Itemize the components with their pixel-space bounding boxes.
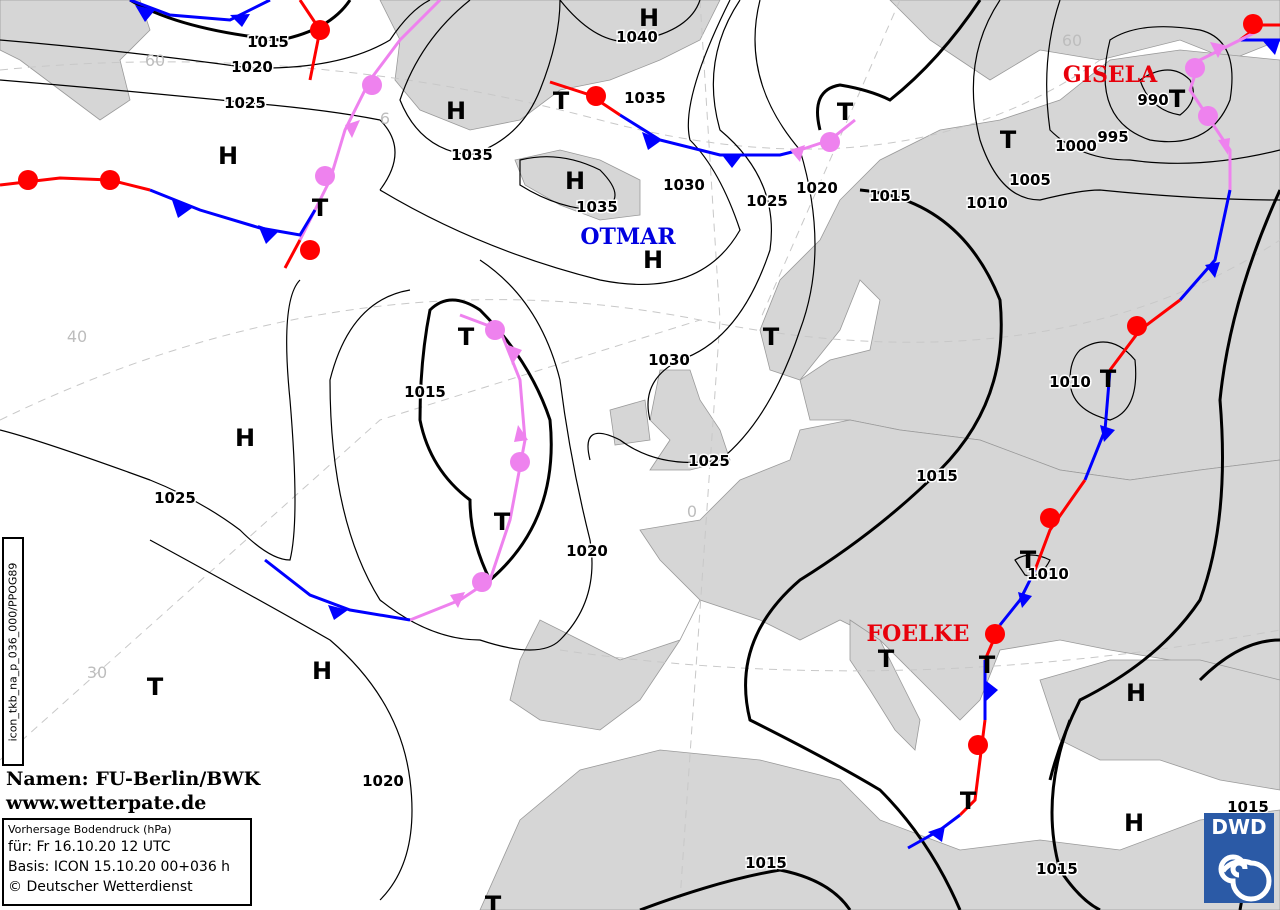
isobar-label: 1000: [1055, 137, 1097, 155]
website-link[interactable]: www.wetterpate.de: [6, 792, 207, 814]
product-code-box: icon_tkb_na_p_036_000/PPOG89: [2, 537, 24, 766]
front-symbols: [18, 5, 1280, 842]
continental-europe: [509, 419, 1280, 731]
info-base-run: Basis: ICON 15.10.20 00+036 h: [8, 859, 231, 875]
isobar-label: 1035: [624, 89, 666, 107]
isobar-label: 1015: [247, 33, 289, 51]
north-africa: [479, 749, 1280, 910]
low-pressure-marker: T: [960, 787, 977, 815]
high-pressure-marker: H: [218, 142, 238, 170]
forecast-info-box: Vorhersage Bodendruck (hPa) für: Fr 16.1…: [2, 818, 252, 906]
dwd-logo: DWD: [1204, 813, 1274, 903]
product-code: icon_tkb_na_p_036_000/PPOG89: [6, 562, 20, 741]
isobar-label: 1020: [566, 542, 608, 560]
isobar-label: 1025: [154, 489, 196, 507]
high-pressure-marker: H: [235, 424, 255, 452]
high-name-otmar: OTMAR: [580, 224, 676, 250]
grid-label: 0: [687, 502, 697, 521]
isobar-label: 1020: [796, 179, 838, 197]
low-pressure-marker: T: [1000, 126, 1017, 154]
grid-label: 60: [1062, 31, 1082, 50]
high-pressure-marker: H: [565, 167, 585, 195]
dwd-logo-text: DWD: [1211, 815, 1267, 839]
isobar-label: 1020: [362, 772, 404, 790]
low-name-gisela: GISELA: [1063, 62, 1158, 88]
isobar-label: 990: [1137, 91, 1168, 109]
isobar-label: 1010: [1049, 373, 1091, 391]
low-pressure-marker: T: [763, 323, 780, 351]
isobar-label: 1015: [745, 854, 787, 872]
isobar-label: 1030: [648, 351, 690, 369]
isobar-label: 1020: [231, 58, 273, 76]
isobar-label: 1015: [916, 467, 958, 485]
grid-label: 6: [380, 109, 390, 128]
high-pressure-marker: H: [312, 657, 332, 685]
low-pressure-marker: T: [837, 98, 854, 126]
pressure-centers: H H H H H H H H H T T T T T T T T T T T T T T T: [147, 4, 1186, 910]
greenland-west: [0, 0, 151, 121]
isobar-label: 1010: [966, 194, 1008, 212]
italy: [849, 619, 921, 751]
isobar-label: 1025: [224, 94, 266, 112]
turkey-middle-east: [1039, 659, 1280, 791]
isobar-label: 1015: [869, 187, 911, 205]
low-pressure-marker: T: [1100, 365, 1117, 393]
iceland: [514, 149, 641, 221]
grid-label: 30: [87, 663, 107, 682]
high-pressure-marker: H: [643, 246, 663, 274]
info-valid-time: für: Fr 16.10.20 12 UTC: [8, 839, 171, 855]
grid-labels: 60 6 40 30 0 60: [67, 31, 1082, 682]
low-pressure-marker: T: [1169, 85, 1186, 113]
high-pressure-marker: H: [1124, 809, 1144, 837]
low-pressure-marker: T: [494, 508, 511, 536]
isobar-label: 1035: [576, 198, 618, 216]
grid-label: 60: [145, 51, 165, 70]
info-copyright: © Deutscher Wetterdienst: [8, 879, 193, 895]
low-pressure-marker: T: [485, 891, 502, 910]
isobar-label: 1025: [688, 452, 730, 470]
isobar-label: 1015: [404, 383, 446, 401]
high-pressure-marker: H: [1126, 679, 1146, 707]
names-credit: Namen: FU-Berlin/BWK: [6, 768, 261, 790]
low-name-foelke: FOELKE: [867, 621, 970, 647]
dwd-spiral-icon: [1218, 854, 1272, 902]
fronts: [0, 0, 1280, 850]
low-pressure-marker: T: [553, 87, 570, 115]
greenland-east: [379, 0, 721, 131]
isobar-label: 1030: [663, 176, 705, 194]
low-pressure-marker: T: [458, 323, 475, 351]
isobar-label: 1040: [616, 28, 658, 46]
high-pressure-marker: H: [446, 97, 466, 125]
info-title: Vorhersage Bodendruck (hPa): [8, 823, 172, 836]
isobar-label: 1010: [1027, 565, 1069, 583]
system-names: GISELA OTMAR FOELKE: [580, 62, 1158, 647]
low-pressure-marker: T: [147, 673, 164, 701]
isobar-label: 1015: [1227, 798, 1269, 816]
low-pressure-marker: T: [979, 651, 996, 679]
low-pressure-marker: T: [312, 194, 329, 222]
isobar-label: 1025: [746, 192, 788, 210]
high-pressure-marker: H: [639, 4, 659, 32]
low-pressure-marker: T: [1020, 546, 1037, 574]
isobar-label: 1035: [451, 146, 493, 164]
grid-label: 40: [67, 327, 87, 346]
isobar-label: 1015: [1036, 860, 1078, 878]
isobar-label: 995: [1097, 128, 1128, 146]
low-pressure-marker: T: [878, 645, 895, 673]
isobar-label: 1005: [1009, 171, 1051, 189]
isobar-labels: 1015 1020 1025 1035 1040 1035 1035 1030 1025 1020…: [153, 27, 1271, 880]
